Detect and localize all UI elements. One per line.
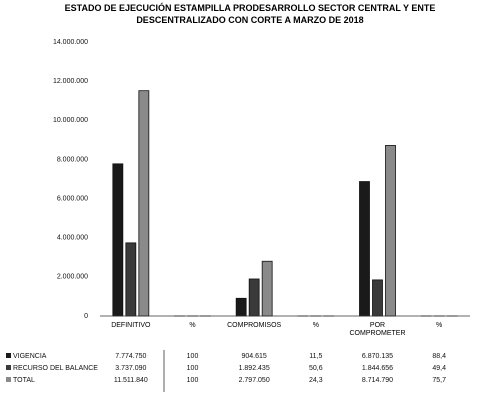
y-tick-label: 0 — [84, 313, 88, 320]
legend-label: RECURSO DEL BALANCE — [13, 365, 98, 372]
x-tick-label: DEFINITIVO — [111, 322, 151, 329]
y-tick-label: 10.000.000 — [53, 117, 88, 124]
x-label-box: COMPROMISOS — [227, 322, 282, 329]
table-cell: 1.892.435 — [239, 365, 270, 372]
x-tick-label: % — [312, 322, 319, 329]
table-cell: 11,5 — [309, 353, 322, 360]
table-cell: 75,7 — [432, 377, 446, 384]
bar — [138, 90, 150, 317]
y-tick-label: 4.000.000 — [57, 235, 88, 242]
x-label-box: % — [312, 322, 319, 329]
table-cell: 100 — [187, 353, 199, 360]
table-cell: 100 — [187, 365, 199, 372]
bar — [235, 297, 247, 317]
table-cell: 6.870.135 — [362, 353, 393, 360]
bar — [248, 278, 260, 317]
title-box: ESTADO DE EJECUCIÓN ESTAMPILLA PRODESARR… — [64, 3, 436, 25]
table-cell: 7.774.750 — [115, 353, 146, 360]
table-cell: 50,6 — [309, 365, 323, 372]
y-tick-label: 6.000.000 — [57, 195, 88, 202]
legend-marker — [6, 365, 11, 370]
x-tick-label: % — [189, 322, 196, 329]
bar — [359, 181, 370, 317]
chart-title: ESTADO DE EJECUCIÓN ESTAMPILLA PRODESARR… — [64, 3, 436, 25]
x-tick-label: % — [436, 322, 443, 329]
table-cell: 88,4 — [432, 353, 446, 360]
table-cell: 8.714.790 — [362, 377, 393, 384]
table-cell: 24,3 — [309, 377, 323, 384]
x-label-box: POR COMPROMETER — [349, 322, 406, 337]
table-cell: 3.737.090 — [115, 365, 146, 372]
bar — [261, 260, 273, 317]
y-tick-label: 8.000.000 — [57, 156, 88, 163]
table-cell: 49,4 — [432, 365, 446, 372]
table-cell: 100 — [187, 377, 199, 384]
x-label-box: % — [189, 322, 196, 329]
bar — [372, 279, 383, 317]
table-cell: 904.615 — [242, 353, 267, 360]
bar — [125, 242, 137, 317]
bar — [385, 145, 396, 317]
x-tick-label: COMPROMISOS — [227, 322, 282, 329]
legend-label: TOTAL — [13, 377, 35, 384]
legend-marker — [6, 377, 11, 382]
y-tick-label: 2.000.000 — [57, 274, 88, 281]
legend-label: VIGENCIA — [13, 353, 47, 360]
legend-marker — [6, 353, 11, 358]
table-cell: 1.844.656 — [362, 365, 393, 372]
y-tick-label: 14.000.000 — [53, 39, 88, 46]
x-label-box: DEFINITIVO — [111, 322, 151, 329]
x-tick-label: POR COMPROMETER — [349, 322, 406, 337]
x-label-box: % — [436, 322, 443, 329]
bar — [112, 163, 124, 317]
table-cell: 2.797.050 — [239, 377, 270, 384]
y-tick-label: 12.000.000 — [53, 78, 88, 85]
table-cell: 11.511.840 — [114, 377, 148, 384]
